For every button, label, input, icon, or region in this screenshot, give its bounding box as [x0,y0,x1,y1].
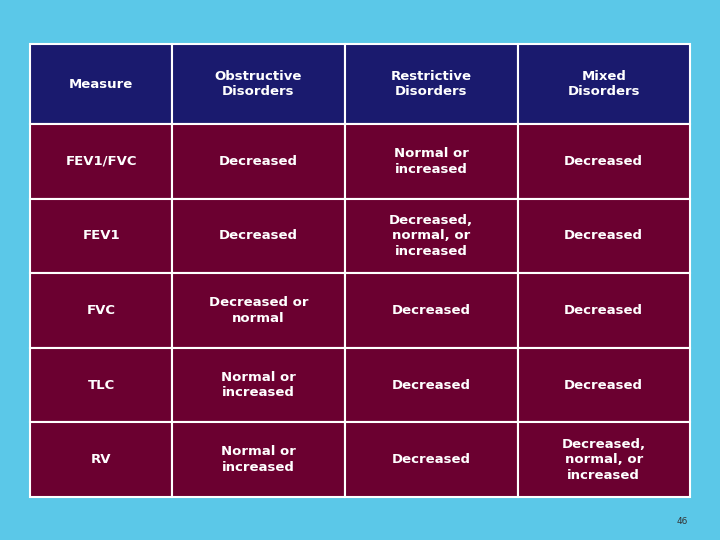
FancyBboxPatch shape [345,44,518,124]
FancyBboxPatch shape [30,348,172,422]
FancyBboxPatch shape [518,199,690,273]
FancyBboxPatch shape [30,199,172,273]
FancyBboxPatch shape [518,348,690,422]
FancyBboxPatch shape [345,199,518,273]
FancyBboxPatch shape [518,124,690,199]
Text: Decreased: Decreased [392,304,471,317]
FancyBboxPatch shape [30,273,172,348]
FancyBboxPatch shape [30,124,172,199]
Text: FEV1: FEV1 [82,230,120,242]
FancyBboxPatch shape [172,44,345,124]
Text: Decreased,
normal, or
increased: Decreased, normal, or increased [390,214,473,258]
Text: Decreased: Decreased [564,230,643,242]
Text: Mixed
Disorders: Mixed Disorders [567,70,640,98]
FancyBboxPatch shape [345,348,518,422]
Text: Restrictive
Disorders: Restrictive Disorders [391,70,472,98]
FancyBboxPatch shape [172,273,345,348]
FancyBboxPatch shape [172,422,345,497]
FancyBboxPatch shape [518,422,690,497]
Text: TLC: TLC [88,379,114,392]
Text: Normal or
increased: Normal or increased [394,147,469,176]
FancyBboxPatch shape [518,273,690,348]
FancyBboxPatch shape [30,44,172,124]
FancyBboxPatch shape [172,124,345,199]
FancyBboxPatch shape [345,273,518,348]
FancyBboxPatch shape [30,422,172,497]
Text: Decreased: Decreased [564,379,643,392]
Text: Measure: Measure [69,78,133,91]
Text: Decreased: Decreased [392,453,471,466]
FancyBboxPatch shape [345,422,518,497]
Text: Decreased: Decreased [219,155,298,168]
Text: 46: 46 [676,517,688,526]
Text: Decreased,
normal, or
increased: Decreased, normal, or increased [562,437,646,482]
Text: Normal or
increased: Normal or increased [221,371,296,399]
Text: Decreased: Decreased [392,379,471,392]
Text: Decreased or
normal: Decreased or normal [209,296,308,325]
Text: Decreased: Decreased [564,155,643,168]
Text: Normal or
increased: Normal or increased [221,446,296,474]
Text: Decreased: Decreased [219,230,298,242]
Text: FVC: FVC [86,304,116,317]
FancyBboxPatch shape [518,44,690,124]
FancyBboxPatch shape [172,199,345,273]
Text: RV: RV [91,453,112,466]
FancyBboxPatch shape [345,124,518,199]
FancyBboxPatch shape [172,348,345,422]
Text: Decreased: Decreased [564,304,643,317]
Text: FEV1/FVC: FEV1/FVC [66,155,137,168]
Text: Obstructive
Disorders: Obstructive Disorders [215,70,302,98]
